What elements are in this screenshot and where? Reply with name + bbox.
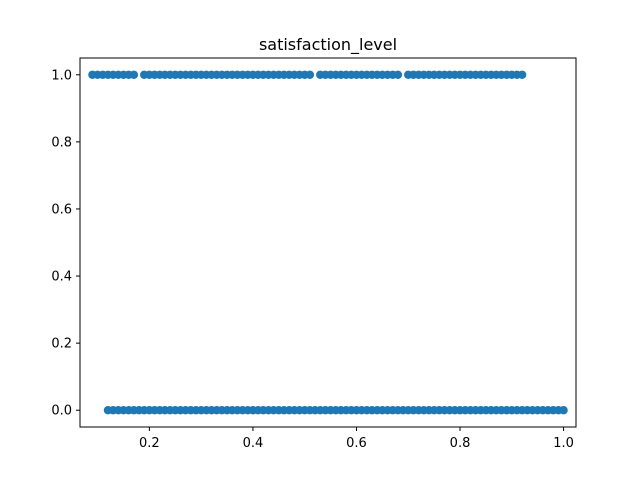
chart-title: satisfaction_level <box>259 35 397 55</box>
data-point <box>305 70 315 79</box>
x-tick-label: 1.0 <box>553 436 574 451</box>
data-point <box>393 70 403 79</box>
data-point <box>517 70 527 79</box>
x-tick-label: 0.6 <box>346 436 367 451</box>
x-tick-label: 0.2 <box>139 436 160 451</box>
data-points <box>88 70 568 415</box>
y-tick-label: 1.0 <box>51 68 72 83</box>
y-tick-label: 0.4 <box>51 270 72 285</box>
x-axis: 0.2 0.4 0.6 0.8 1.0 <box>139 427 574 451</box>
y-tick-label: 0.0 <box>51 404 72 419</box>
x-tick-label: 0.4 <box>243 436 264 451</box>
x-tick-label: 0.8 <box>450 436 471 451</box>
y-tick-label: 0.2 <box>51 337 72 352</box>
y-axis: 0.0 0.2 0.4 0.6 0.8 1.0 <box>51 68 80 419</box>
y-tick-label: 0.8 <box>51 135 72 150</box>
data-point <box>559 406 568 415</box>
y-tick-label: 0.6 <box>51 202 72 217</box>
data-point <box>129 70 139 79</box>
plot-frame <box>79 57 577 428</box>
